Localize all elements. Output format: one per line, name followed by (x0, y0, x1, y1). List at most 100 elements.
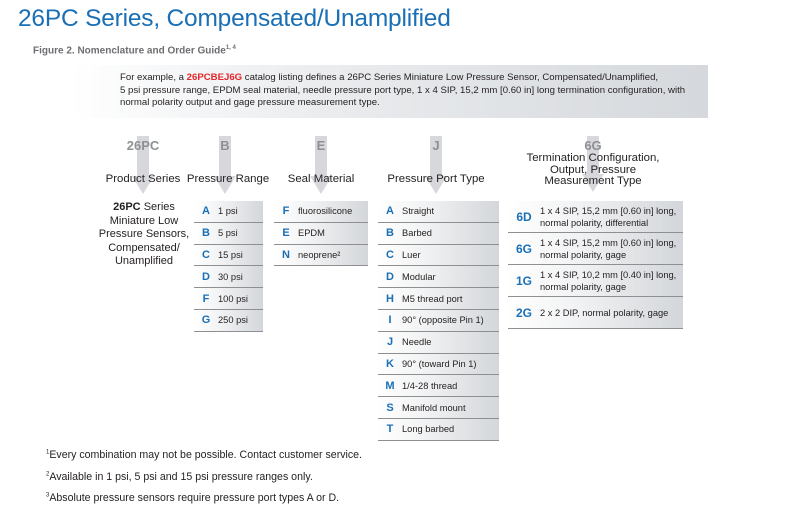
footnote-2: 2Available in 1 psi, 5 psi and 15 psi pr… (46, 471, 313, 483)
termination-row: 2G 2 x 2 DIP, normal polarity, gage (508, 297, 683, 329)
termination-row: 6D 1 x 4 SIP, 15,2 mm [0.60 in] long, norm… (508, 201, 683, 233)
port-type-value: Long barbed (402, 424, 455, 435)
code-pressure-range: B (220, 138, 230, 153)
figure-caption: Figure 2. Nomenclature and Order Guide1,… (33, 45, 236, 56)
seal-material-code: F (282, 205, 290, 218)
page-title: 26PC Series, Compensated/Unamplified (18, 5, 451, 32)
port-type-value: Barbed (402, 228, 432, 239)
example-line-1: For example, a 26PCBEJ6G catalog listing… (120, 72, 708, 85)
termination-line: 1 x 4 SIP, 15,2 mm [0.60 in] long, (540, 205, 677, 216)
seal-material-value: fluorosilicone (298, 206, 353, 217)
pressure-range-value: 100 psi (218, 293, 248, 304)
termination-value: 2 x 2 DIP, normal polarity, gage (540, 307, 668, 319)
label-termination-line: Measurement Type (544, 175, 642, 187)
product-series-word: Series (140, 201, 175, 213)
pressure-range-code: C (202, 248, 210, 261)
termination-table: 6D 1 x 4 SIP, 15,2 mm [0.60 in] long, norm… (508, 201, 683, 329)
port-type-row: D Modular (378, 266, 499, 289)
seal-material-code: N (282, 248, 290, 261)
label-termination-line: Output, Pressure (549, 163, 637, 176)
termination-line: normal polarity, gage (540, 281, 627, 292)
example-box: For example, a 26PCBEJ6G catalog listing… (70, 65, 708, 118)
port-type-code: D (386, 270, 394, 283)
termination-value: 1 x 4 SIP, 15,2 mm [0.60 in] long, normal… (540, 205, 676, 229)
footnote-number: 2 (46, 471, 50, 478)
port-type-value: Luer (402, 249, 421, 260)
port-type-row: I 90° (opposite Pin 1) (378, 309, 499, 332)
footnote-text: Available in 1 psi, 5 psi and 15 psi pre… (49, 471, 313, 483)
arrow-down-icon (214, 136, 236, 194)
termination-line: normal polarity, differential (540, 217, 649, 228)
port-type-value: Straight (402, 206, 435, 217)
port-type-value: Needle (402, 337, 432, 348)
code-seal-material: E (316, 138, 326, 153)
footnote-text: Every combination may not be possible. C… (49, 449, 362, 461)
port-type-row: B Barbed (378, 222, 499, 245)
pressure-range-code: A (202, 205, 210, 218)
pressure-range-row: G 250 psi (194, 309, 263, 332)
pressure-range-row: C 15 psi (194, 244, 263, 267)
termination-value: 1 x 4 SIP, 10,2 mm [0.40 in] long, normal… (540, 269, 676, 293)
pressure-range-row: D 30 psi (194, 266, 263, 289)
port-type-row: S Manifold mount (378, 397, 499, 419)
port-type-value: 90° (toward Pin 1) (402, 358, 477, 369)
termination-line: normal polarity, gage (540, 249, 627, 260)
arrow-down-icon (425, 136, 447, 194)
example-code: 26PCBEJ6G (186, 72, 243, 83)
label-termination-line: Termination Configuration, (526, 152, 660, 164)
port-type-code: K (386, 357, 394, 370)
product-series-line: Unamplified (114, 255, 174, 268)
termination-line: 1 x 4 SIP, 10,2 mm [0.40 in] long, (540, 269, 677, 280)
footnote-3: 3Absolute pressure sensors require press… (46, 492, 339, 504)
termination-code: 6D (516, 209, 532, 224)
caption-footnote-ref: 1, 4 (225, 45, 236, 51)
pressure-range-code: G (201, 314, 211, 327)
port-type-code: A (386, 205, 394, 218)
arrow-down-icon (310, 136, 332, 194)
seal-material-row: E EPDM (274, 222, 368, 245)
pressure-range-value: 5 psi (218, 228, 238, 239)
label-pressure-range: Pressure Range (186, 173, 270, 185)
port-type-value: M5 thread port (402, 293, 463, 304)
pressure-range-code: B (202, 227, 210, 240)
port-type-row: A Straight (378, 201, 499, 223)
pressure-range-value: 30 psi (218, 271, 243, 282)
label-termination: Termination Configuration, Output, Press… (513, 152, 673, 188)
product-series-code: 26PC (113, 201, 141, 213)
port-type-row: T Long barbed (378, 418, 499, 441)
seal-material-code: E (282, 227, 290, 240)
pressure-range-value: 1 psi (218, 206, 238, 217)
example-line1-rest: catalog listing defines a 26PC Series Mi… (242, 72, 659, 83)
termination-row: 6G 1 x 4 SIP, 15,2 mm [0.60 in] long, norm… (508, 233, 683, 265)
termination-code: 1G (515, 273, 532, 288)
port-type-table: A Straight B Barbed C Luer D Modular H M5 thread … (378, 201, 499, 441)
port-type-code: S (386, 401, 394, 414)
port-type-row: K 90° (toward Pin 1) (378, 353, 499, 376)
termination-row: 1G 1 x 4 SIP, 10,2 mm [0.40 in] long, norm… (508, 265, 683, 297)
termination-code: 6G (515, 241, 532, 256)
code-product-series: 26PC (126, 138, 160, 153)
product-series-line: Miniature Low (109, 214, 179, 227)
pressure-range-value: 15 psi (218, 249, 243, 260)
port-type-code: H (386, 292, 394, 305)
label-seal-material: Seal Material (287, 173, 355, 185)
example-line-3: normal polarity output and gage pressure… (120, 97, 380, 109)
pressure-range-row: B 5 psi (194, 222, 263, 245)
port-type-code: I (388, 314, 392, 327)
pressure-range-row: F 100 psi (194, 288, 263, 310)
example-line-2: 5 psi pressure range, EPDM seal material… (120, 84, 686, 96)
port-type-row: J Needle (378, 331, 499, 354)
pressure-range-row: A 1 psi (194, 201, 263, 223)
footnote-number: 3 (46, 492, 50, 499)
code-port-type: J (432, 138, 440, 153)
product-series-line: Compensated/ (108, 241, 180, 254)
footnote-1: 1Every combination may not be possible. … (46, 449, 362, 461)
port-type-code: B (386, 227, 394, 240)
seal-material-value: neoprene² (298, 249, 341, 260)
port-type-code: J (386, 336, 394, 349)
port-type-value: Manifold mount (402, 402, 466, 413)
termination-value: 1 x 4 SIP, 15,2 mm [0.60 in] long, normal… (540, 237, 676, 261)
caption-text: Figure 2. Nomenclature and Order Guide (33, 45, 226, 57)
pressure-range-table: A 1 psi B 5 psi C 15 psi D 30 psi F 100 psi G 250 p… (194, 201, 263, 332)
